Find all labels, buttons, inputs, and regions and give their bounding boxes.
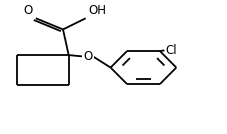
Text: OH: OH: [88, 4, 106, 17]
Text: O: O: [24, 4, 33, 17]
Text: O: O: [83, 50, 92, 63]
Text: Cl: Cl: [165, 44, 176, 57]
